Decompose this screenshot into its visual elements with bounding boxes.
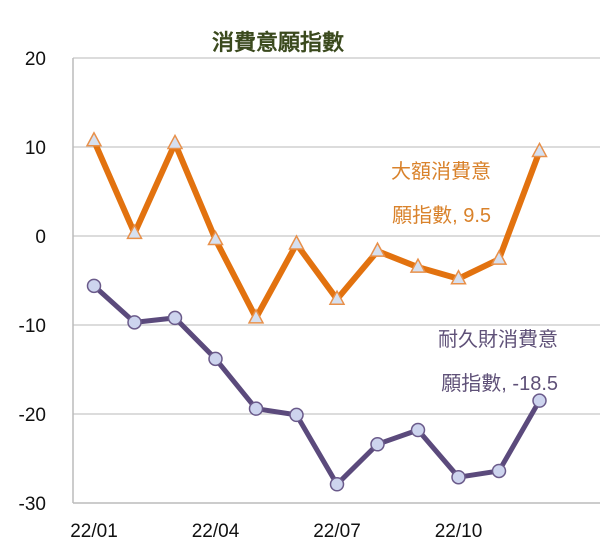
x-tick-label: 22/07 [313,521,361,542]
data-point-triangle [247,308,265,324]
y-tick-label: 20 [25,49,46,70]
data-point-triangle [450,269,467,285]
data-point-circle [491,463,507,479]
data-point-triangle [166,133,184,150]
data-point-circle [86,278,102,294]
data-point-circle [208,351,223,367]
data-point-circle [329,477,345,492]
data-point-triangle [207,229,224,246]
data-point-circle [532,393,547,408]
data-point-circle [370,437,385,452]
series-big-ticket [85,131,548,324]
data-point-triangle [126,223,143,240]
data-point-circle [410,422,426,438]
series-durable-goods [86,278,547,492]
y-tick-label: -20 [19,405,46,426]
y-tick-label: -30 [19,494,46,515]
x-tick-label: 22/01 [70,521,118,542]
data-point-triangle [288,234,305,250]
y-tick-label: -10 [19,316,46,337]
data-point-triangle [369,241,386,257]
data-point-circle [167,310,183,326]
y-tick-label: 0 [35,227,46,248]
data-point-circle [127,315,142,330]
data-point-triangle [531,141,548,158]
x-tick-label: 22/04 [192,521,240,542]
data-point-circle [289,407,304,423]
y-tick-label: 10 [25,138,46,159]
chart-title: 消費意願指數 [212,30,344,55]
series-line [91,139,543,321]
series-label: 願指數, 9.5 [392,204,491,227]
data-point-triangle [490,249,508,265]
data-point-circle [451,469,466,485]
data-point-triangle [85,131,103,147]
data-point-triangle [409,257,427,273]
series-label: 大額消費意 [391,160,491,183]
series-label: 耐久財消費意 [438,328,558,351]
series-label: 願指數, -18.5 [441,372,558,395]
data-point-circle [248,401,264,416]
data-point-triangle [328,289,346,305]
x-tick-label: 22/10 [435,521,483,542]
